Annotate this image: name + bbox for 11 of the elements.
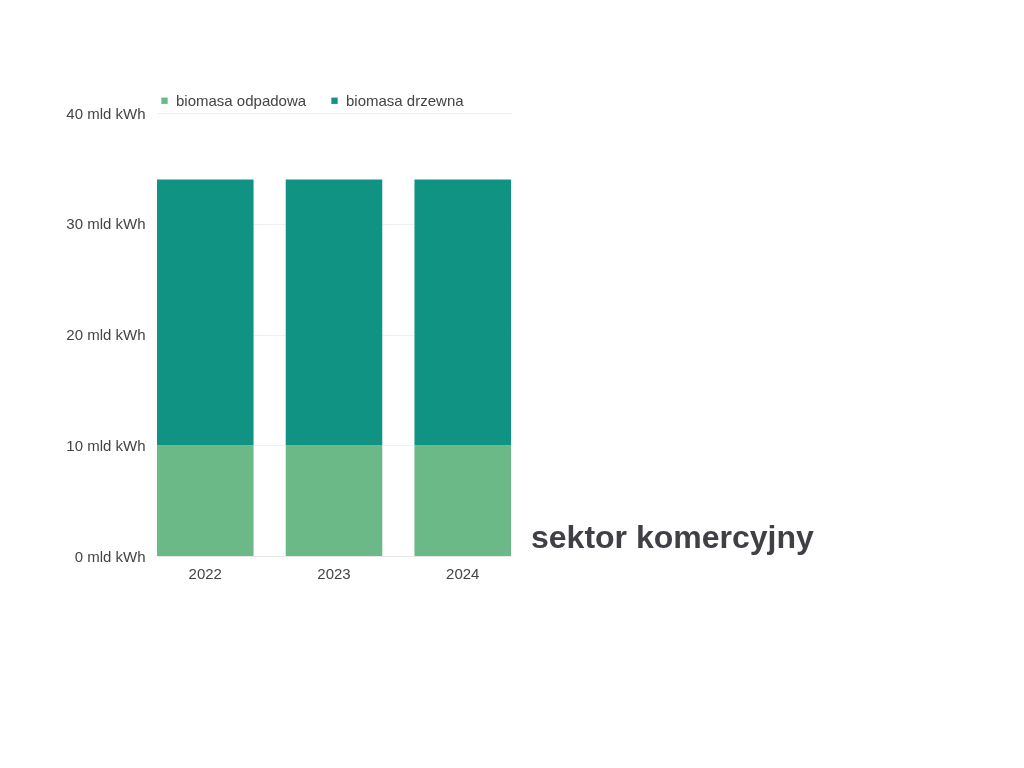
x-tick-label: 2024 [446, 564, 480, 582]
y-tick-label: 20 mld kWh [66, 326, 146, 343]
y-tick-label: 30 mld kWh [66, 215, 146, 233]
x-tick-label: 2022 [188, 564, 222, 582]
legend-label: biomasa odpadowa [176, 91, 307, 109]
y-tick-label: 10 mld kWh [66, 436, 146, 454]
legend-label: biomasa drzewna [346, 91, 465, 109]
x-tick-label: 2023 [317, 564, 351, 582]
y-tick-label: 0 mld kWh [74, 547, 146, 565]
y-tick-label: 40 mld kWh [66, 104, 146, 122]
text: sektor komercyjny [531, 519, 815, 555]
